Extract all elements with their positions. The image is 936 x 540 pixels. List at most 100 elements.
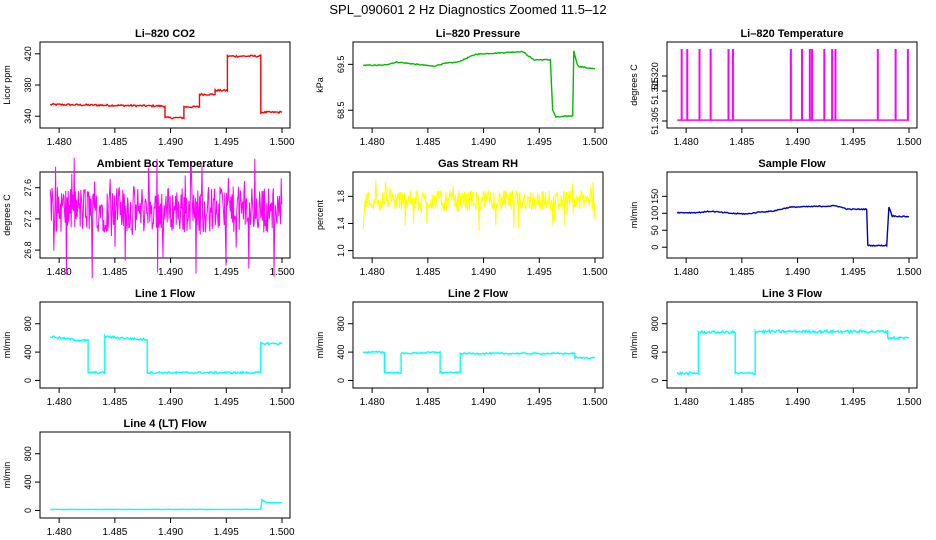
x-tick-label: 1.485: [729, 267, 754, 278]
y-axis-label: Licor ppm: [2, 65, 12, 105]
y-axis-label: degrees C: [629, 64, 639, 106]
x-tick-label: 1.480: [360, 137, 385, 148]
y-tick-label: 400: [23, 345, 33, 360]
series-line: [49, 157, 283, 279]
x-tick-label: 1.490: [158, 137, 183, 148]
y-tick-label: 400: [23, 475, 33, 490]
y-tick-label: 27.6: [23, 179, 33, 197]
x-tick-label: 1.490: [785, 137, 810, 148]
x-tick-label: 1.485: [415, 137, 440, 148]
x-tick-label: 1.500: [896, 267, 921, 278]
x-tick-label: 1.500: [582, 397, 607, 408]
x-tick-label: 1.485: [415, 397, 440, 408]
x-tick-label: 1.480: [674, 267, 699, 278]
series-line: [362, 350, 596, 375]
chart-title: Line 3 Flow: [762, 288, 822, 300]
y-tick-label: 800: [23, 446, 33, 461]
y-tick-label: 0: [650, 245, 660, 250]
y-tick-label: 68.5: [336, 101, 346, 119]
y-tick-label: 50: [650, 225, 660, 235]
chart-title: Sample Flow: [758, 158, 826, 170]
chart-title: Gas Stream RH: [438, 158, 518, 170]
x-tick-label: 1.485: [102, 267, 127, 278]
chart-title: Line 4 (LT) Flow: [124, 418, 207, 430]
series-line: [49, 333, 283, 375]
y-tick-label: 0: [23, 508, 33, 513]
chart-panel-3: Li–820 Temperature degrees C 1.480 1.485 1.4…: [629, 28, 922, 148]
x-tick-label: 1.495: [841, 267, 866, 278]
x-tick-label: 1.490: [471, 267, 496, 278]
x-tick-label: 1.480: [47, 397, 72, 408]
x-tick-label: 1.485: [102, 397, 127, 408]
x-tick-label: 1.500: [269, 267, 294, 278]
y-tick-label: 150: [650, 189, 660, 204]
series-line: [362, 180, 596, 231]
plot-frame: [352, 171, 604, 259]
chart-panel-5: Gas Stream RH percent 1.480 1.485 1.490 1.495…: [315, 158, 608, 278]
x-tick-label: 1.480: [360, 267, 385, 278]
y-tick-label: 340: [23, 109, 33, 124]
x-tick-label: 1.495: [527, 267, 552, 278]
plot-frame: [666, 171, 918, 259]
x-tick-label: 1.500: [269, 137, 294, 148]
y-tick-label: 51.320: [650, 62, 660, 90]
x-tick-label: 1.490: [785, 397, 810, 408]
x-tick-label: 1.490: [471, 137, 496, 148]
y-tick-label: 26.8: [23, 241, 33, 259]
x-tick-label: 1.500: [582, 137, 607, 148]
chart-panel-9: Line 3 Flow ml/min 1.480 1.485 1.490 1.495 1.5…: [629, 288, 922, 408]
y-tick-label: 400: [336, 345, 346, 360]
x-tick-label: 1.480: [47, 527, 72, 538]
chart-panel-8: Line 2 Flow ml/min 1.480 1.485 1.490 1.495 1.5…: [315, 288, 608, 408]
chart-title: Ambient Box Temperature: [97, 158, 234, 170]
x-tick-label: 1.485: [102, 527, 127, 538]
y-tick-label: 69.5: [336, 56, 346, 74]
y-tick-label: 800: [650, 316, 660, 331]
y-tick-label: 0: [23, 378, 33, 383]
series-line: [49, 53, 283, 120]
y-tick-label: 1.8: [336, 190, 346, 203]
plot-frame: [39, 431, 291, 519]
y-tick-label: 0: [650, 378, 660, 383]
x-tick-label: 1.490: [471, 397, 496, 408]
plot-frame: [666, 41, 918, 129]
x-tick-label: 1.490: [158, 527, 183, 538]
x-tick-label: 1.485: [102, 137, 127, 148]
y-tick-label: 51.315: [650, 77, 660, 105]
y-axis-label: ml/min: [2, 462, 12, 489]
x-tick-label: 1.495: [214, 137, 239, 148]
y-tick-label: 1.0: [336, 244, 346, 257]
plot-frame: [39, 301, 291, 389]
x-tick-label: 1.480: [47, 267, 72, 278]
y-axis-label: ml/min: [629, 332, 639, 359]
chart-title: Li–820 Pressure: [436, 28, 520, 40]
x-tick-label: 1.485: [729, 137, 754, 148]
y-tick-label: 800: [336, 316, 346, 331]
x-tick-label: 1.490: [158, 267, 183, 278]
series-line: [676, 204, 910, 248]
x-tick-label: 1.500: [896, 397, 921, 408]
x-tick-label: 1.500: [896, 137, 921, 148]
y-tick-label: 380: [23, 77, 33, 92]
series-line: [676, 328, 910, 377]
x-tick-label: 1.495: [527, 137, 552, 148]
chart-title: Li–820 CO2: [135, 28, 195, 40]
x-tick-label: 1.480: [674, 397, 699, 408]
y-axis-label: degrees C: [2, 194, 12, 236]
x-tick-label: 1.480: [360, 397, 385, 408]
page-title: SPL_090601 2 Hz Diagnostics Zoomed 11.5–…: [329, 2, 607, 17]
x-tick-label: 1.495: [214, 267, 239, 278]
plot-frame: [352, 301, 604, 389]
y-tick-label: 0: [336, 378, 346, 383]
y-axis-label: percent: [315, 199, 325, 230]
x-tick-label: 1.490: [158, 397, 183, 408]
x-tick-label: 1.495: [841, 397, 866, 408]
chart-panel-6: Sample Flow ml/min 1.480 1.485 1.490 1.495 1.5…: [629, 158, 922, 278]
y-tick-label: 420: [23, 46, 33, 61]
chart-title: Line 2 Flow: [448, 288, 508, 300]
y-tick-label: 27.2: [23, 210, 33, 228]
x-tick-label: 1.495: [841, 137, 866, 148]
y-axis-label: kPa: [315, 77, 325, 93]
y-axis-label: ml/min: [2, 332, 12, 359]
